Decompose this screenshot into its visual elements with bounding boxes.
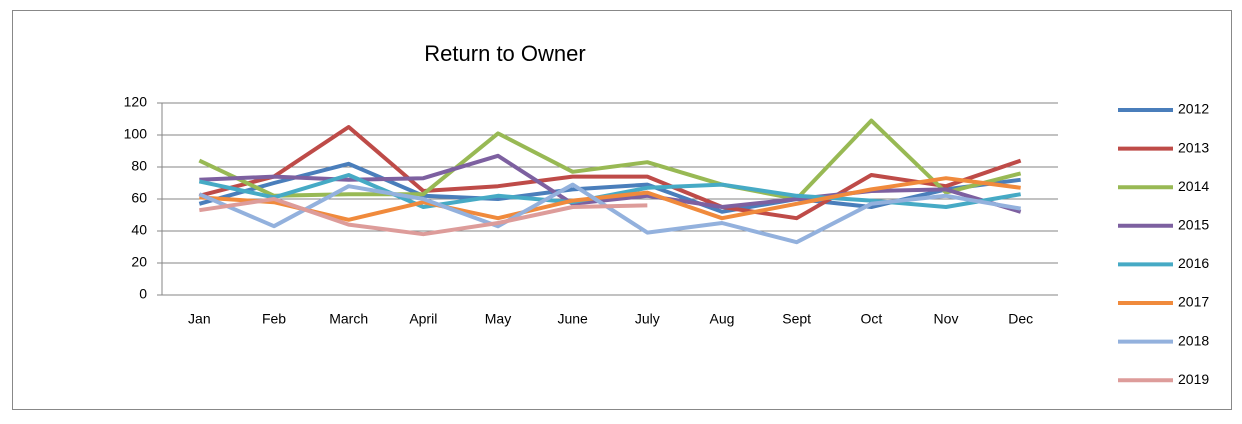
- x-tick-label: Oct: [860, 311, 882, 327]
- x-tick-label: June: [557, 311, 588, 327]
- y-tick-label: 0: [139, 286, 147, 302]
- x-tick-label: Sept: [782, 311, 811, 327]
- series-line: [199, 176, 1021, 222]
- x-tick-label: Aug: [710, 311, 735, 327]
- legend-label: 2015: [1178, 217, 1209, 233]
- legend-label: 2014: [1178, 178, 1209, 194]
- legend-label: 2016: [1178, 255, 1209, 271]
- series-line: [199, 197, 648, 237]
- x-tick-label: July: [635, 311, 660, 327]
- y-tick-label: 40: [131, 222, 147, 238]
- x-tick-label: Nov: [934, 311, 959, 327]
- y-tick-label: 100: [124, 126, 148, 142]
- legend-label: 2018: [1178, 332, 1209, 348]
- y-tick-label: 60: [131, 190, 147, 206]
- x-tick-label: Jan: [188, 311, 211, 327]
- legend-label: 2019: [1178, 371, 1209, 387]
- legend-label: 2017: [1178, 294, 1209, 310]
- y-tick-label: 20: [131, 254, 147, 270]
- y-tick-label: 120: [124, 94, 148, 110]
- legend-label: 2013: [1178, 139, 1209, 155]
- legend-label: 2012: [1178, 101, 1209, 117]
- x-tick-label: Feb: [262, 311, 286, 327]
- chart-border: [12, 10, 1232, 410]
- series-line: [198, 125, 1022, 221]
- x-tick-label: March: [329, 311, 368, 327]
- series-line: [198, 182, 1022, 245]
- chart-title: Return to Owner: [424, 41, 585, 66]
- y-tick-label: 80: [131, 158, 147, 174]
- x-tick-label: April: [409, 311, 437, 327]
- x-tick-label: May: [485, 311, 511, 327]
- x-tick-label: Dec: [1008, 311, 1033, 327]
